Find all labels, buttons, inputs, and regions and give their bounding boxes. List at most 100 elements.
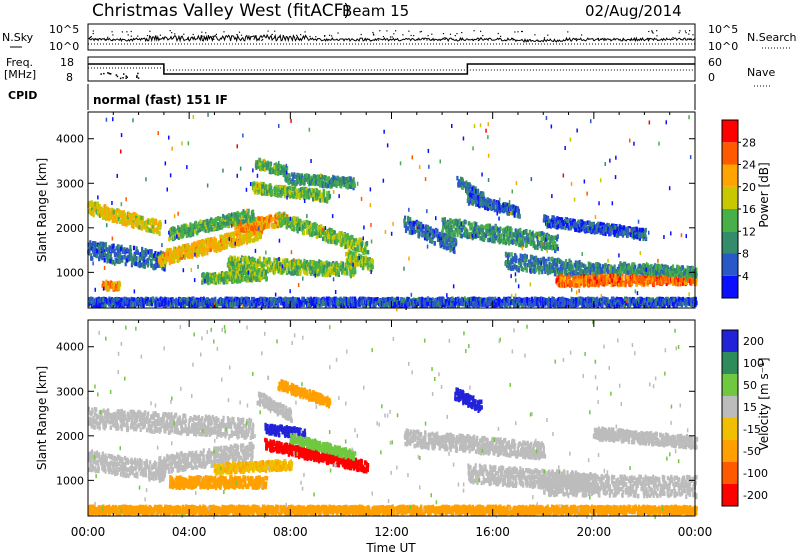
heatmap-cell bbox=[112, 286, 115, 291]
heatmap-cell bbox=[88, 245, 92, 250]
sky-noise-point bbox=[567, 31, 569, 33]
heatmap-cell bbox=[106, 286, 109, 291]
heatmap-cell bbox=[282, 258, 285, 264]
heatmap-cell bbox=[453, 249, 456, 255]
heatmap-cell bbox=[193, 241, 196, 246]
plot-title: Christmas Valley West (fitACF) bbox=[92, 1, 350, 21]
heatmap-cell bbox=[168, 237, 171, 242]
freq-point bbox=[107, 72, 109, 74]
heatmap-cell bbox=[95, 248, 99, 254]
sky-noise-point bbox=[679, 30, 681, 32]
heatmap-cell bbox=[264, 270, 267, 275]
sky-noise-point bbox=[461, 38, 463, 40]
heatmap-cell bbox=[142, 220, 146, 226]
heatmap-cell bbox=[111, 260, 114, 265]
heatmap-cell bbox=[163, 252, 166, 257]
sky-noise-point bbox=[514, 31, 516, 33]
heatmap-cell bbox=[521, 254, 524, 259]
sky-right-tick-top: 10^5 bbox=[708, 23, 738, 36]
sky-noise-point bbox=[377, 39, 380, 41]
heatmap-cell bbox=[91, 256, 94, 261]
heatmap-cell bbox=[237, 256, 240, 261]
heatmap-cell bbox=[108, 207, 111, 213]
heatmap-cell bbox=[354, 247, 357, 252]
heatmap-cell bbox=[258, 158, 262, 163]
heatmap-cell bbox=[158, 260, 161, 265]
heatmap-cell bbox=[285, 263, 288, 268]
heatmap-cell bbox=[95, 242, 98, 248]
heatmap-cell bbox=[405, 224, 408, 229]
heatmap-cell bbox=[101, 243, 104, 248]
sky-noise-point bbox=[653, 38, 655, 40]
sky-noise-point bbox=[521, 30, 523, 33]
heatmap-cell bbox=[168, 257, 171, 263]
heatmap-cell bbox=[119, 258, 123, 263]
heatmap-cell bbox=[327, 239, 330, 244]
heatmap-cell bbox=[422, 224, 425, 229]
heatmap-cell bbox=[507, 254, 510, 260]
freq-point bbox=[109, 73, 112, 75]
heatmap-cell bbox=[134, 212, 137, 218]
heatmap-cell bbox=[147, 250, 150, 255]
heatmap-cell bbox=[191, 249, 194, 255]
heatmap-cell bbox=[114, 252, 117, 257]
sky-noise-point bbox=[90, 36, 92, 38]
heatmap-cell bbox=[119, 246, 123, 252]
heatmap-cell bbox=[178, 257, 181, 262]
heatmap-cell bbox=[488, 237, 491, 243]
heatmap-cell bbox=[312, 197, 315, 202]
heatmap-cell bbox=[112, 212, 115, 217]
sky-noise-point bbox=[684, 30, 686, 32]
heatmap-cell bbox=[353, 181, 356, 186]
freq-nave-panel: Freq. [MHz] 18 8 60 0 Nave bbox=[4, 56, 775, 87]
heatmap-cell bbox=[446, 245, 450, 251]
heatmap-cell bbox=[95, 253, 99, 259]
sky-noise-point bbox=[315, 36, 317, 38]
sky-noise-point bbox=[672, 36, 674, 39]
sky-noise-point bbox=[211, 38, 213, 40]
heatmap-cell bbox=[242, 219, 245, 225]
heatmap-cell bbox=[593, 267, 596, 272]
heatmap-cell bbox=[87, 209, 90, 214]
heatmap-cell bbox=[159, 220, 162, 225]
heatmap-cell bbox=[454, 241, 457, 247]
heatmap-cell bbox=[195, 242, 198, 247]
sky-noise-point bbox=[192, 33, 194, 35]
heatmap-cell bbox=[171, 253, 174, 259]
heatmap-cell bbox=[192, 246, 196, 251]
sky-noise-point bbox=[461, 32, 463, 34]
heatmap-cell bbox=[291, 181, 294, 186]
heatmap-cell bbox=[105, 211, 108, 216]
heatmap-cell bbox=[366, 241, 369, 246]
heatmap-cell bbox=[488, 224, 492, 229]
heatmap-cell bbox=[322, 192, 326, 197]
sky-noise-point bbox=[521, 30, 523, 33]
heatmap-cell bbox=[572, 270, 575, 275]
heatmap-cell bbox=[126, 247, 129, 253]
heatmap-cell bbox=[157, 251, 160, 257]
heatmap-cell bbox=[146, 228, 149, 233]
sky-noise-point bbox=[472, 39, 474, 42]
heatmap-cell bbox=[128, 220, 131, 226]
heatmap-cell bbox=[191, 254, 194, 259]
sky-noise-point bbox=[169, 30, 171, 32]
heatmap-cell bbox=[119, 213, 123, 219]
heatmap-cell bbox=[94, 241, 97, 246]
heatmap-cell bbox=[175, 251, 178, 256]
sky-noise-point bbox=[137, 35, 139, 37]
heatmap-cell bbox=[555, 236, 559, 242]
heatmap-cell bbox=[451, 236, 454, 241]
sky-noise-point bbox=[487, 39, 489, 41]
heatmap-cell bbox=[200, 239, 204, 244]
heatmap-cell bbox=[111, 246, 115, 251]
heatmap-cell bbox=[136, 261, 139, 267]
heatmap-cell bbox=[208, 237, 211, 243]
heatmap-cell bbox=[107, 286, 110, 292]
heatmap-cell bbox=[168, 260, 171, 266]
heatmap-cell bbox=[264, 184, 268, 189]
heatmap-cell bbox=[194, 220, 197, 226]
heatmap-cell bbox=[134, 222, 137, 227]
heatmap-cell bbox=[113, 218, 117, 223]
heatmap-cell bbox=[163, 263, 167, 269]
